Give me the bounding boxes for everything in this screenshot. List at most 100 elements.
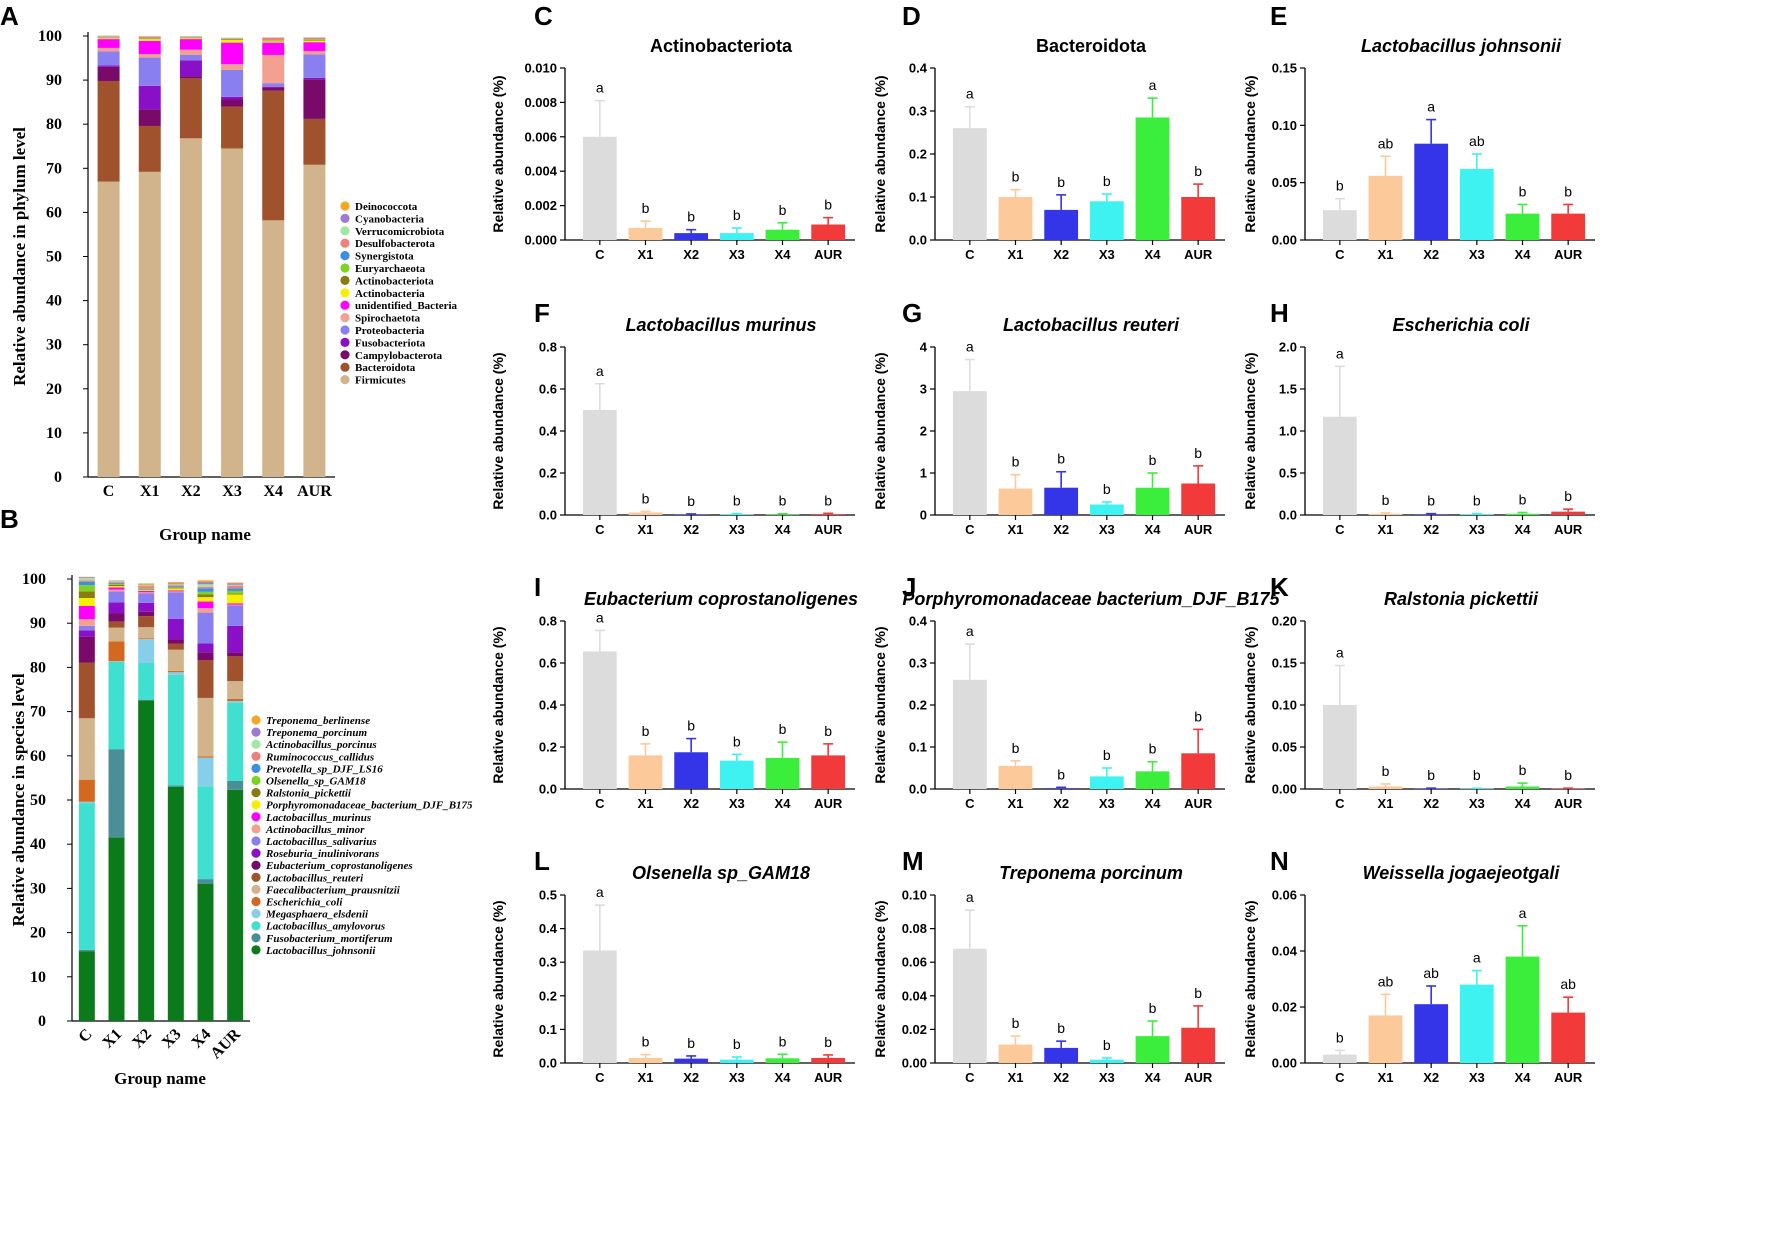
y-tick-label: 50: [30, 792, 46, 809]
significance-letter: b: [1012, 740, 1020, 756]
y-axis-label: Relative abundance (%): [872, 75, 888, 232]
stack-segment: [97, 38, 120, 40]
y-tick-label: 0.02: [1272, 1000, 1297, 1015]
legend-marker: [251, 848, 261, 858]
stack-segment: [303, 164, 326, 477]
x-tick-label: X2: [181, 483, 201, 500]
stack-segment: [78, 619, 95, 626]
significance-letter: b: [733, 733, 741, 749]
panel-m: M Treponema porcinum 0.00 0.02 0.04 0.06 0.08 0…: [872, 846, 1225, 1085]
stack-segment: [197, 757, 214, 787]
significance-letter: a: [966, 623, 974, 639]
stack-segment: [167, 587, 184, 589]
bar: [952, 948, 987, 1063]
x-tick-label: X4: [775, 247, 792, 262]
stack-segment: [197, 756, 214, 758]
y-tick-label: 0.15: [1272, 61, 1297, 76]
x-tick-label: AUR: [814, 522, 843, 537]
stack-segment: [138, 585, 155, 587]
y-tick-label: 0.02: [902, 1022, 927, 1037]
stack-segment: [108, 582, 125, 584]
y-axis-label: Relative abundance (%): [490, 75, 506, 232]
bar: [674, 233, 709, 240]
legend-entry: Ruminococcus_callidus: [265, 751, 374, 763]
stack-segment: [138, 588, 155, 590]
y-tick-label: 30: [30, 880, 46, 897]
bar: [1322, 210, 1357, 240]
x-tick-label: C: [103, 483, 115, 500]
y-axis-label: Relative abundance (%): [1242, 626, 1258, 783]
significance-letter: a: [1336, 345, 1344, 361]
x-tick-label: X3: [159, 1026, 185, 1052]
stack-segment: [78, 662, 95, 719]
x-tick-label: AUR: [814, 247, 843, 262]
legend-entry: Lactobacillus_reuteri: [265, 872, 364, 884]
stack-segment: [227, 652, 244, 657]
legend-entry: Actinobacillus_minor: [265, 824, 365, 836]
stack-segment: [227, 583, 244, 585]
legend-marker: [340, 375, 350, 385]
x-tick-label: X4: [775, 796, 792, 811]
bar: [765, 1058, 800, 1063]
legend-entry: Treponema_porcinum: [266, 727, 367, 739]
stack-segment: [97, 51, 120, 66]
y-axis-label: Relative abundance (%): [1242, 352, 1258, 509]
y-tick-label: 0.05: [1272, 175, 1297, 190]
significance-letter: a: [966, 889, 974, 905]
panel-title: Actinobacteriota: [650, 36, 793, 56]
stack-segment: [78, 630, 95, 637]
y-tick-label: 40: [46, 293, 62, 310]
y-tick-label: 20: [30, 925, 46, 942]
stack-segment: [197, 643, 214, 653]
x-tick-label: X1: [1008, 522, 1024, 537]
x-tick-label: X4: [1515, 796, 1532, 811]
stack-segment: [78, 580, 95, 582]
y-tick-label: 0.0: [909, 233, 927, 248]
panel-title: Ralstonia pickettii: [1384, 589, 1539, 609]
stack-segment: [97, 181, 120, 477]
legend-marker: [251, 945, 261, 955]
stack-segment: [303, 39, 326, 41]
legend-marker: [340, 201, 350, 211]
y-tick-label: 90: [30, 615, 46, 632]
stack-segment: [108, 589, 125, 592]
y-tick-label: 0.006: [524, 129, 557, 144]
y-tick-label: 90: [46, 72, 62, 89]
legend-marker: [251, 763, 261, 774]
stack-segment: [227, 588, 244, 591]
significance-letter: a: [596, 363, 604, 379]
y-tick-label: 0.1: [539, 1022, 557, 1037]
x-tick-label: X2: [1053, 796, 1069, 811]
significance-letter: b: [1057, 1020, 1065, 1036]
stack-segment: [108, 749, 125, 838]
stack-segment: [78, 598, 95, 606]
stack-segment: [197, 584, 214, 587]
bar: [719, 1059, 754, 1063]
y-tick-label: 100: [38, 28, 62, 45]
legend-marker: [251, 836, 261, 846]
stack-segment: [221, 96, 244, 100]
y-tick-label: 0.00: [902, 1056, 927, 1071]
bar: [1135, 771, 1170, 789]
stack-segment: [78, 591, 95, 599]
stack-segment: [108, 837, 125, 1021]
x-tick-label: X1: [1378, 1070, 1394, 1085]
y-tick-label: 60: [46, 204, 62, 221]
stack-segment: [262, 41, 285, 43]
stack-segment: [197, 588, 214, 592]
bar: [1044, 1047, 1079, 1063]
bar: [1322, 705, 1357, 789]
significance-letter: a: [966, 86, 974, 102]
stack-segment: [227, 700, 244, 703]
significance-letter: b: [642, 1034, 650, 1050]
stack-segment: [138, 40, 161, 55]
y-tick-label: 0.0: [539, 782, 557, 797]
y-tick-label: 0.4: [909, 614, 928, 629]
legend-marker: [251, 739, 261, 749]
legend-marker: [340, 251, 350, 261]
x-tick-label: X3: [1469, 1070, 1485, 1085]
stack-segment: [167, 674, 184, 786]
y-tick-label: 0.0: [1279, 508, 1297, 523]
y-tick-label: 40: [30, 836, 46, 853]
